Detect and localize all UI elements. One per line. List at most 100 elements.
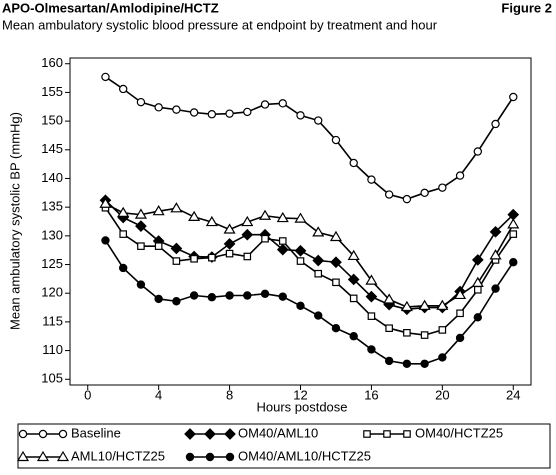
- marker: [471, 254, 484, 266]
- marker: [363, 430, 371, 438]
- marker: [134, 208, 147, 219]
- y-tick-label: 115: [42, 313, 63, 328]
- marker: [420, 331, 429, 339]
- marker: [314, 311, 323, 320]
- marker: [367, 175, 376, 184]
- marker: [261, 234, 269, 243]
- marker: [278, 99, 287, 108]
- marker: [241, 215, 254, 227]
- marker: [154, 242, 163, 250]
- marker: [489, 225, 502, 238]
- marker: [507, 218, 520, 229]
- marker: [18, 429, 28, 439]
- marker: [312, 254, 325, 267]
- marker: [314, 269, 323, 278]
- marker: [367, 345, 376, 354]
- marker: [172, 297, 181, 306]
- marker: [403, 430, 411, 438]
- series-line: [104, 207, 514, 336]
- marker: [385, 324, 393, 333]
- marker: [243, 107, 252, 117]
- legend-item: Baseline: [18, 425, 121, 440]
- x-tick-label: 4: [155, 387, 162, 402]
- marker: [402, 194, 412, 204]
- marker: [438, 326, 447, 334]
- marker: [383, 293, 396, 304]
- marker: [329, 230, 343, 242]
- marker: [347, 273, 360, 286]
- marker: [224, 428, 236, 440]
- marker: [258, 209, 272, 220]
- x-tick-label: 20: [435, 387, 449, 402]
- x-tick-label: 24: [506, 387, 520, 402]
- marker: [190, 254, 198, 263]
- y-axis-label: Mean ambulatory systolic BP (mmHg): [7, 112, 22, 330]
- marker: [349, 294, 358, 303]
- marker: [136, 280, 146, 289]
- marker: [58, 429, 68, 439]
- marker: [16, 450, 30, 462]
- marker: [276, 211, 289, 223]
- marker: [367, 312, 376, 320]
- marker: [38, 429, 48, 439]
- marker: [403, 328, 411, 337]
- marker: [349, 158, 358, 168]
- legend-item: OM40/HCTZ25: [363, 425, 503, 440]
- y-tick-label: 125: [41, 256, 63, 271]
- series-line: [105, 76, 514, 200]
- marker: [456, 309, 464, 318]
- series-line: [104, 199, 514, 311]
- chart-title: APO-Olmesartan/Amlodipine/HCTZ: [2, 0, 219, 15]
- y-tick-label: 120: [41, 285, 63, 300]
- legend-item: OM40/AML10: [184, 425, 318, 440]
- marker: [383, 430, 391, 438]
- legend-label: OM40/AML10/HCTZ25: [238, 448, 371, 463]
- y-tick-label: 140: [41, 170, 63, 185]
- marker: [225, 291, 234, 300]
- marker: [509, 258, 518, 267]
- marker: [455, 333, 465, 343]
- marker: [136, 97, 146, 107]
- marker: [314, 116, 323, 125]
- y-tick-label: 160: [41, 55, 63, 70]
- marker: [154, 103, 163, 112]
- marker: [331, 324, 341, 333]
- marker: [135, 220, 147, 232]
- marker: [365, 274, 378, 285]
- marker: [152, 204, 165, 216]
- y-tick-label: 145: [41, 141, 63, 156]
- legend-label: OM40/AML10: [238, 425, 318, 440]
- marker: [137, 242, 145, 250]
- marker: [225, 452, 235, 462]
- y-tick-label: 110: [42, 342, 63, 357]
- marker: [489, 249, 502, 260]
- marker: [278, 237, 287, 245]
- marker: [509, 92, 518, 102]
- x-tick-label: 0: [84, 387, 91, 402]
- x-tick-label: 8: [226, 387, 233, 402]
- marker: [225, 249, 234, 258]
- y-tick-label: 150: [41, 113, 63, 128]
- marker: [331, 135, 341, 145]
- marker: [207, 110, 217, 119]
- chart-subtitle: Mean ambulatory systolic blood pressure …: [2, 17, 438, 32]
- marker: [101, 236, 110, 245]
- marker: [365, 290, 378, 303]
- marker: [347, 249, 360, 261]
- marker: [243, 252, 252, 261]
- marker: [276, 243, 289, 256]
- marker: [205, 215, 218, 227]
- marker: [296, 111, 305, 120]
- marker: [349, 332, 358, 341]
- y-tick-label: 130: [41, 227, 63, 242]
- marker: [172, 105, 181, 114]
- marker: [294, 244, 307, 257]
- marker: [473, 147, 483, 156]
- marker: [491, 119, 500, 129]
- marker: [172, 257, 181, 265]
- figure-label: Figure 2: [501, 0, 552, 15]
- marker: [296, 301, 305, 311]
- marker: [188, 210, 201, 222]
- marker: [243, 291, 252, 300]
